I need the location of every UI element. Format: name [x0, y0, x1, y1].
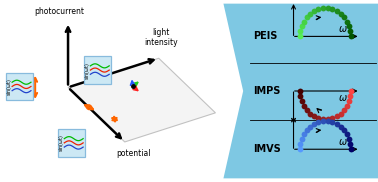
Text: sin(ωt): sin(ωt) — [6, 78, 11, 95]
Text: sin(ωt): sin(ωt) — [59, 134, 64, 151]
Text: IMVS: IMVS — [253, 144, 281, 154]
Text: PEIS: PEIS — [253, 31, 277, 41]
Text: IMPS: IMPS — [253, 86, 280, 96]
Text: light
intensity: light intensity — [144, 28, 178, 47]
Text: photocurrent: photocurrent — [34, 7, 84, 16]
FancyBboxPatch shape — [84, 56, 111, 84]
Text: sin(ωt): sin(ωt) — [85, 62, 90, 78]
Text: ω: ω — [339, 93, 347, 103]
Polygon shape — [68, 58, 215, 142]
FancyBboxPatch shape — [58, 129, 85, 157]
Text: ω: ω — [339, 24, 347, 34]
FancyBboxPatch shape — [6, 73, 33, 100]
Polygon shape — [223, 4, 378, 178]
Text: ω: ω — [339, 137, 347, 147]
Text: potential: potential — [116, 149, 151, 158]
